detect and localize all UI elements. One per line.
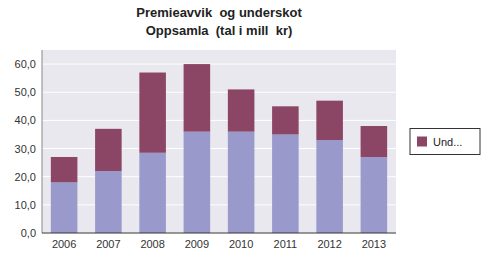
bars: [51, 64, 387, 233]
bar: [51, 182, 78, 233]
bar: [272, 106, 299, 134]
x-tick-label: 2007: [96, 238, 120, 250]
bar: [316, 101, 343, 140]
grid-line: [42, 233, 396, 234]
plot-background: [42, 50, 396, 233]
bar: [184, 132, 211, 233]
subtitle: Oppsamla (tal i mill kr): [146, 23, 293, 38]
legend-label: Und...: [433, 136, 462, 148]
y-tick-label: 50,0: [15, 86, 36, 98]
x-axis-line: [42, 233, 396, 234]
x-tick-label: 2013: [362, 238, 386, 250]
bar: [95, 129, 122, 171]
x-tick-label: 2011: [274, 238, 298, 250]
y-tick-label: 60,0: [15, 58, 36, 70]
chart: Premieavvik og underskot Oppsamla (tal i …: [0, 0, 488, 257]
y-tick-label: 20,0: [15, 171, 36, 183]
y-axis-line: [42, 50, 43, 233]
legend-box: [410, 129, 480, 155]
y-tick-label: 30,0: [15, 143, 36, 155]
y-tick-label: 10,0: [15, 199, 36, 211]
bar: [316, 140, 343, 233]
y-tick-label: 0,0: [21, 227, 36, 239]
x-tick-label: 2012: [317, 238, 341, 250]
bar: [272, 134, 299, 233]
bar: [139, 153, 166, 233]
title: Premieavvik og underskot: [136, 5, 302, 20]
grid-line: [42, 92, 396, 93]
bar: [95, 171, 122, 233]
bar: [361, 126, 388, 157]
x-tick-label: 2008: [140, 238, 164, 250]
bar: [228, 89, 255, 131]
x-tick-label: 2006: [52, 238, 76, 250]
legend-swatch: [417, 137, 427, 147]
bar: [139, 73, 166, 153]
bar: [51, 157, 78, 182]
bar: [228, 132, 255, 233]
grid-line: [42, 64, 396, 65]
bar: [361, 157, 388, 233]
y-tick-label: 40,0: [15, 114, 36, 126]
x-tick-label: 2009: [185, 238, 209, 250]
bar: [184, 64, 211, 132]
x-tick-label: 2010: [229, 238, 253, 250]
